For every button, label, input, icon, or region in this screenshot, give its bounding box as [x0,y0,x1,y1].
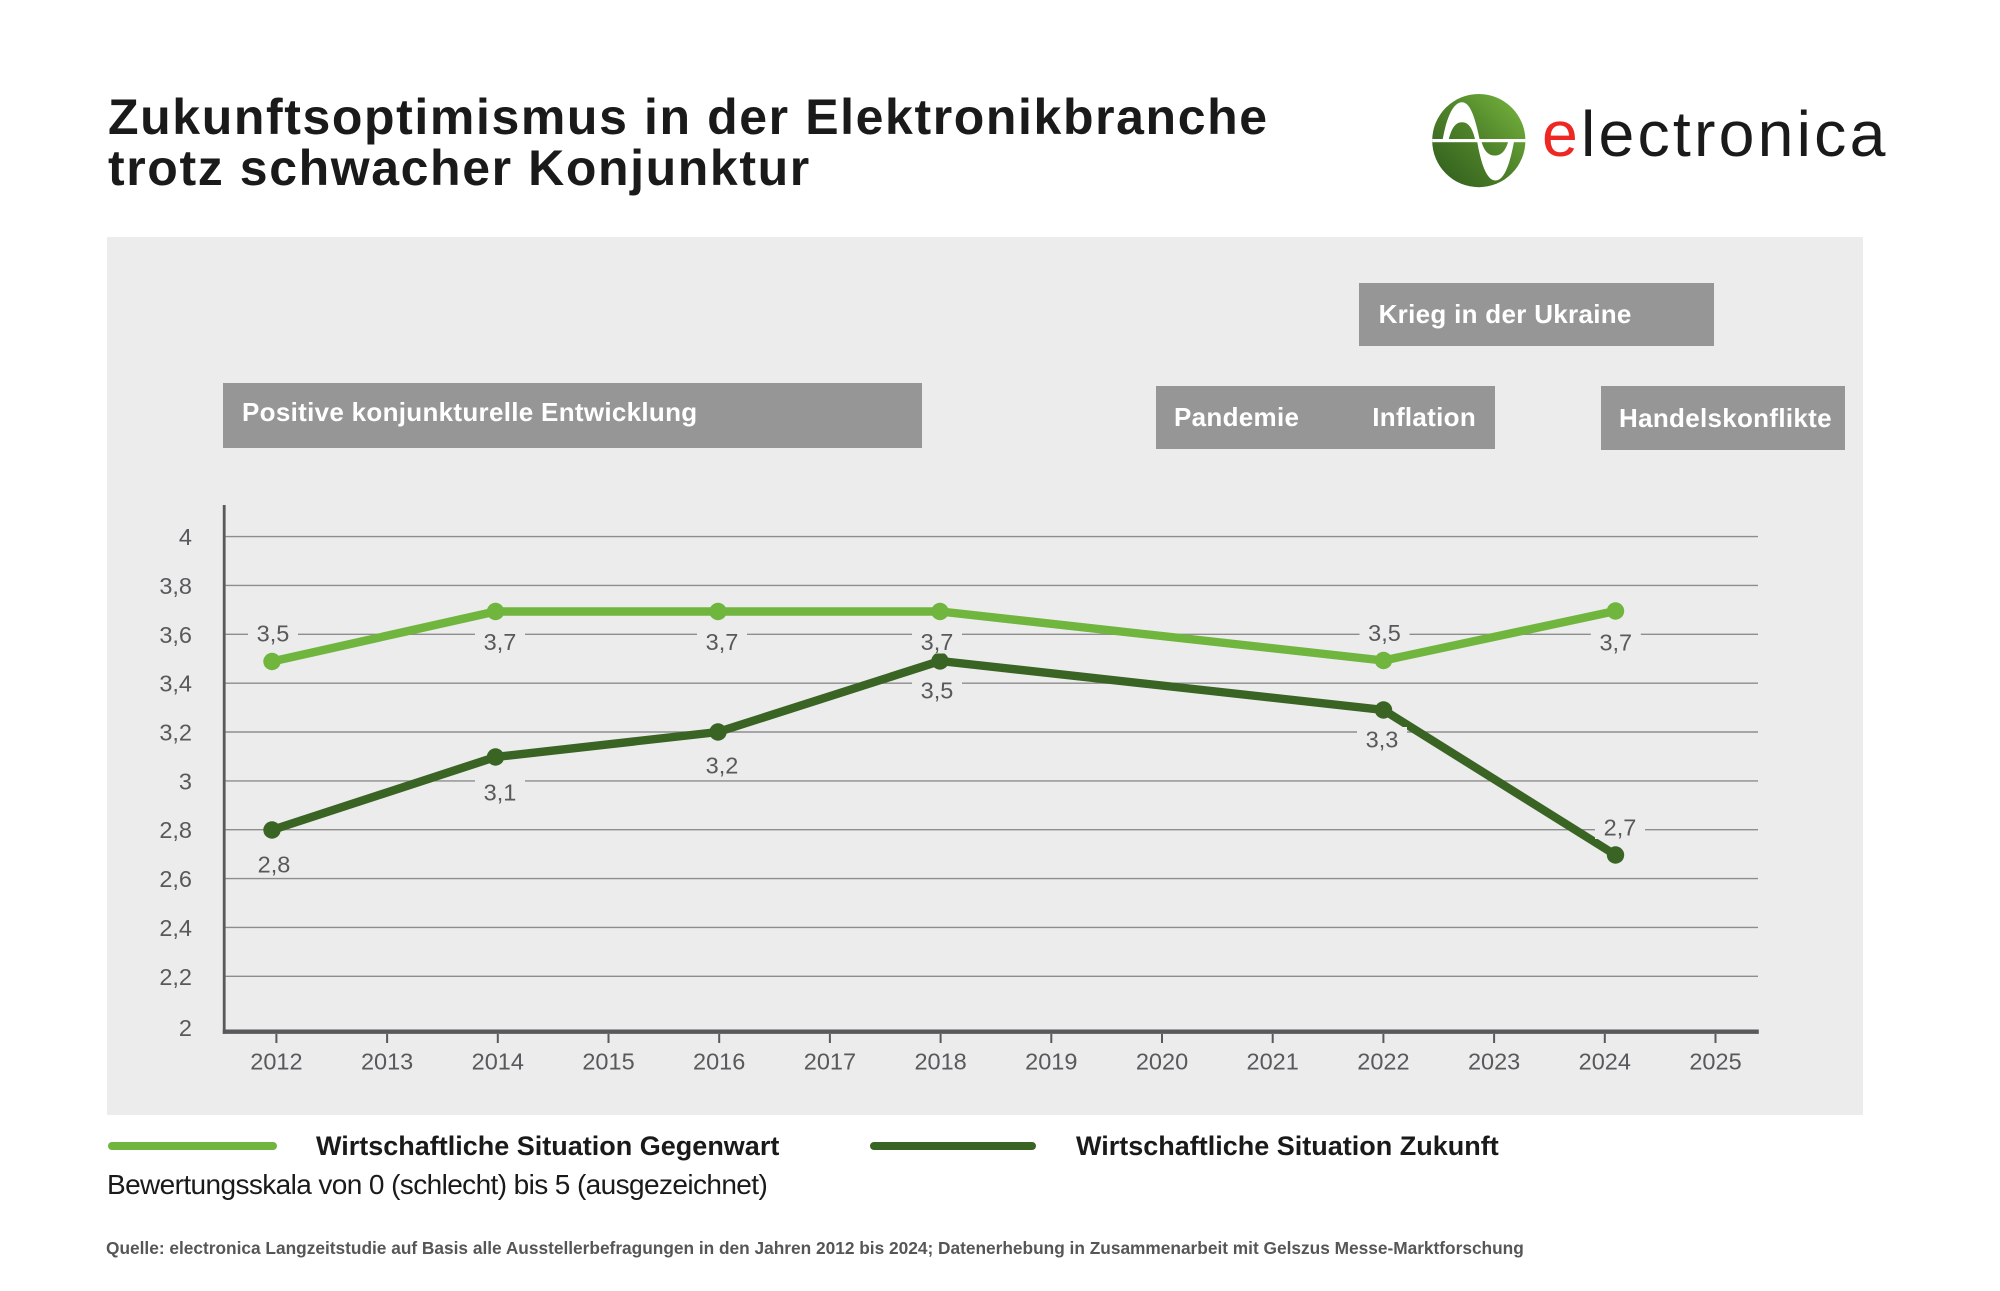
svg-text:2: 2 [179,1015,192,1041]
svg-text:2,6: 2,6 [159,866,192,892]
svg-text:3,5: 3,5 [1368,620,1401,646]
svg-text:3,3: 3,3 [1366,727,1399,753]
svg-text:3,5: 3,5 [921,678,954,704]
svg-text:3,5: 3,5 [257,621,290,647]
svg-text:2,8: 2,8 [258,852,291,878]
svg-text:3,4: 3,4 [159,671,192,697]
svg-text:2022: 2022 [1357,1049,1409,1075]
svg-text:3,7: 3,7 [706,629,739,655]
svg-text:2015: 2015 [582,1049,634,1075]
svg-text:2,4: 2,4 [159,915,192,941]
svg-text:2023: 2023 [1468,1049,1520,1075]
svg-text:2014: 2014 [472,1049,524,1075]
svg-text:2013: 2013 [361,1049,413,1075]
svg-text:3,7: 3,7 [1599,630,1632,656]
svg-text:2018: 2018 [914,1049,966,1075]
svg-text:3,7: 3,7 [484,629,517,655]
svg-text:2025: 2025 [1689,1049,1741,1075]
svg-text:3,8: 3,8 [159,573,192,599]
svg-text:2,8: 2,8 [159,817,192,843]
svg-text:2016: 2016 [693,1049,745,1075]
svg-text:3,7: 3,7 [921,629,954,655]
svg-text:2017: 2017 [804,1049,856,1075]
svg-text:2019: 2019 [1025,1049,1077,1075]
svg-text:2024: 2024 [1579,1049,1631,1075]
svg-text:3: 3 [179,768,192,794]
svg-text:2,2: 2,2 [159,964,192,990]
svg-text:3,2: 3,2 [706,753,739,779]
svg-text:2012: 2012 [250,1049,302,1075]
svg-text:3,6: 3,6 [159,622,192,648]
svg-text:3,2: 3,2 [159,720,192,746]
svg-text:2,7: 2,7 [1604,815,1637,841]
svg-text:2020: 2020 [1136,1049,1188,1075]
svg-text:3,1: 3,1 [484,780,517,806]
svg-text:4: 4 [179,524,192,550]
svg-text:2021: 2021 [1247,1049,1299,1075]
